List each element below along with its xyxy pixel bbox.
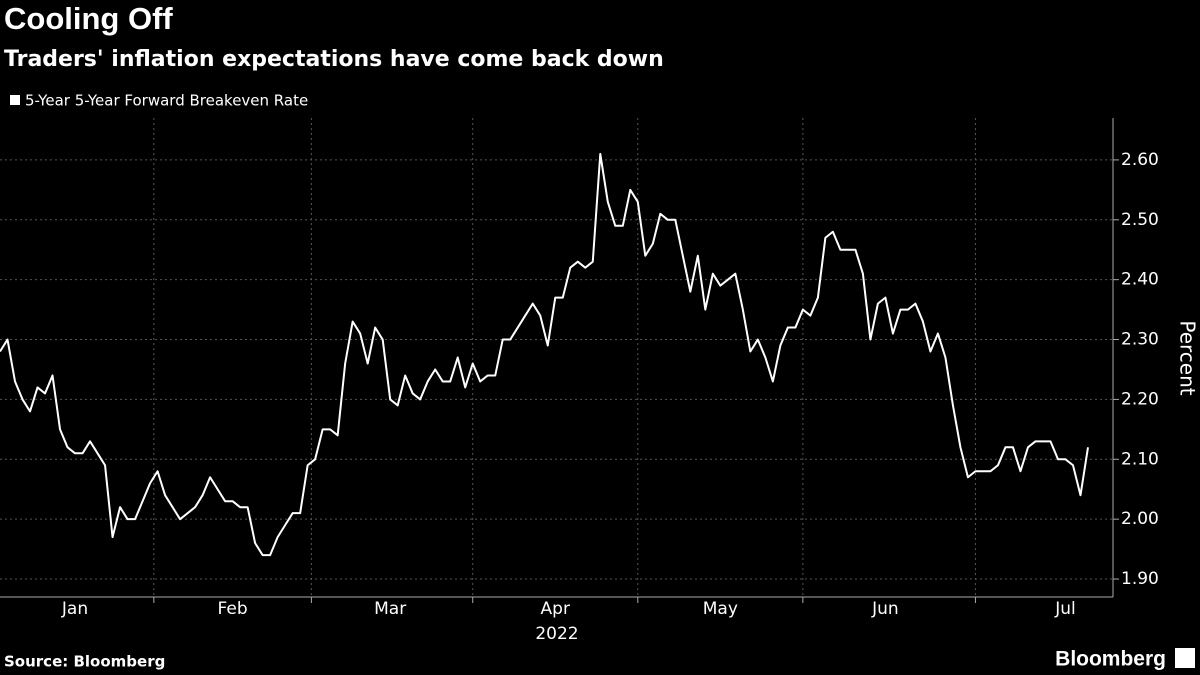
chart-subtitle: Traders' inflation expectations have com…	[4, 47, 664, 72]
y-tick-label: 2.00	[1121, 509, 1159, 529]
legend-label: 5-Year 5-Year Forward Breakeven Rate	[25, 92, 308, 110]
logo: Bloomberg	[1055, 648, 1166, 671]
y-tick-label: 2.40	[1121, 270, 1159, 290]
x-tick-label: May	[703, 599, 738, 619]
x-tick-label: Mar	[374, 599, 406, 619]
y-tick-label: 2.50	[1121, 210, 1159, 230]
source: Source: Bloomberg	[4, 653, 165, 671]
y-tick-label: 2.20	[1121, 389, 1159, 409]
data-line	[0, 152, 1089, 557]
x-tick-label: Jul	[1054, 599, 1076, 619]
x-tick-label: Feb	[218, 599, 248, 619]
y-tick-label: 2.30	[1121, 330, 1159, 350]
y-tick-label: 2.60	[1121, 150, 1159, 170]
legend-swatch	[10, 95, 20, 105]
x-tick-label: Apr	[541, 599, 570, 619]
chart-title: Cooling Off	[4, 1, 173, 36]
x-tick-label: Jan	[61, 599, 88, 619]
x-axis-label: 2022	[535, 624, 578, 644]
logo-icon	[1175, 648, 1195, 668]
x-tick-label: Jun	[871, 599, 899, 619]
y-axis-label: Percent	[1176, 320, 1200, 395]
y-tick-label: 2.10	[1121, 449, 1159, 469]
y-tick-label: 1.90	[1121, 569, 1159, 589]
